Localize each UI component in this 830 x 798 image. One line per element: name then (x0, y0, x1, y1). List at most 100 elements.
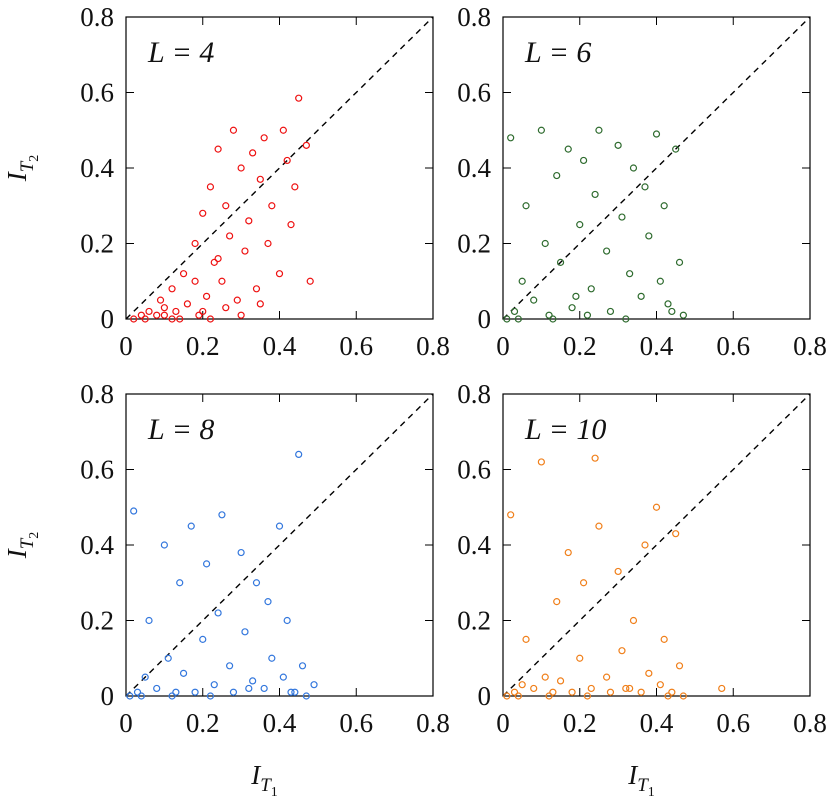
scatter-point (675, 258, 684, 266)
diagonal-line (502, 393, 811, 697)
scatter-point (206, 183, 215, 191)
scatter-point (672, 530, 680, 538)
scatter-point (145, 307, 153, 316)
x-tick-label: 0.6 (716, 708, 750, 738)
x-tick-label: 0.8 (416, 708, 450, 738)
scatter-point (626, 270, 634, 278)
scatter-point (306, 277, 314, 285)
scatter-point (583, 692, 592, 700)
scatter-point (522, 202, 530, 210)
scatter-point (553, 598, 561, 606)
ylabel-base: I (2, 547, 32, 559)
scatter-point (718, 684, 726, 693)
scatter-point (641, 183, 649, 191)
scatter-point (587, 285, 595, 293)
scatter-point (241, 247, 249, 255)
y-tick-label: 0.2 (80, 606, 114, 636)
y-tick-label: 0.8 (457, 379, 491, 409)
scatter-point (130, 507, 138, 515)
scatter-point (549, 315, 557, 323)
scatter-point (226, 662, 234, 670)
scatter-point (537, 126, 545, 134)
scatter-point (229, 688, 238, 696)
scatter-point (256, 300, 264, 308)
scatter-point (549, 688, 557, 696)
y-tick-label: 0.6 (457, 78, 491, 108)
scatter-point (637, 688, 645, 696)
scatter-point (579, 156, 588, 165)
scatter-point (145, 616, 153, 625)
x-tick-label: 0.2 (186, 708, 220, 738)
scatter-point (133, 688, 142, 696)
scatter-point (656, 277, 664, 285)
scatter-point (503, 315, 511, 323)
scatter-point (302, 692, 310, 700)
scatter-point (545, 311, 553, 319)
x-tick-label: 0.8 (793, 331, 827, 361)
scatter-point (226, 232, 234, 240)
scatter-point (587, 684, 595, 693)
y-tick-label: 0.6 (80, 455, 114, 485)
scatter-point (206, 692, 215, 700)
scatter-point (622, 315, 630, 323)
scatter-point (579, 579, 588, 587)
x-tick-label: 0 (119, 708, 133, 738)
scatter-point (576, 221, 584, 229)
scatter-point (202, 292, 211, 300)
scatter-point (541, 239, 549, 248)
x-tick-label: 0.8 (416, 331, 450, 361)
x-tick-label: 0 (119, 331, 133, 361)
scatter-point (637, 292, 645, 300)
y-tick-label: 0.6 (457, 455, 491, 485)
scatter-point (130, 315, 138, 323)
scatter-point (179, 669, 188, 677)
scatter-point (603, 673, 611, 681)
y-tick-label: 0 (101, 681, 115, 711)
scatter-point (510, 307, 519, 316)
x-tick-label: 0.2 (563, 708, 597, 738)
diagonal-line (125, 16, 434, 320)
scatter-point (249, 149, 257, 157)
scatter-point (153, 684, 161, 693)
scatter-point (591, 190, 599, 199)
xlabel-label: IT1 (250, 760, 278, 798)
scatter-point (660, 635, 668, 643)
scatter-point (156, 296, 165, 304)
x-tick-label: 0 (496, 331, 510, 361)
scatter-point (191, 688, 199, 696)
scatter-point (518, 681, 526, 689)
scatter-point (218, 511, 226, 519)
scatter-point (141, 315, 149, 323)
scatter-point (268, 654, 276, 662)
scatter-point (583, 311, 592, 319)
scatter-point (283, 156, 291, 165)
scatter-point (153, 311, 161, 319)
scatter-point (176, 315, 184, 323)
scatter-point (530, 296, 538, 304)
scatter-point (160, 541, 168, 549)
scatter-point (222, 304, 230, 312)
scatter-point (191, 277, 199, 285)
scatter-point (283, 616, 291, 625)
scatter-point (218, 277, 226, 285)
scatter-point (279, 673, 287, 681)
scatter-point (222, 202, 230, 210)
scatter-point (295, 450, 303, 458)
scatter-point (275, 522, 284, 530)
scatter-point (310, 681, 318, 689)
scatter-point (264, 239, 272, 248)
scatter-point (660, 202, 668, 210)
scatter-point (629, 616, 638, 625)
xlabel-base: I (627, 760, 639, 790)
scatter-point (287, 221, 295, 229)
scatter-point (530, 684, 538, 693)
scatter-point (606, 307, 615, 316)
scatter-point (518, 277, 526, 285)
scatter-point (137, 692, 145, 700)
scatter-point (618, 647, 626, 655)
scatter-point (199, 635, 207, 643)
x-tick-label: 0.4 (263, 708, 297, 738)
scatter-point (568, 304, 576, 312)
scatter-point (291, 183, 299, 191)
scatter-point (172, 688, 180, 696)
